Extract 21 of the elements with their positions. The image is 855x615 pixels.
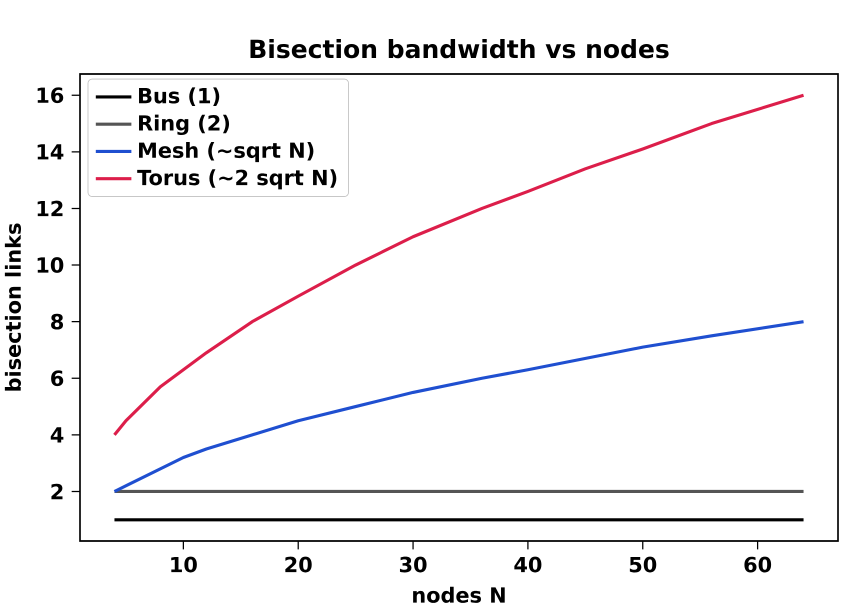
x-tick-label: 60 [744, 556, 772, 572]
legend-label: Ring (2) [139, 114, 230, 136]
y-tick-label: 14 [38, 144, 64, 160]
x-tick-label: 30 [400, 556, 427, 572]
x-tick-label: 40 [514, 556, 542, 572]
y-tick-label: 6 [51, 370, 64, 386]
x-tick-label: 50 [630, 556, 656, 572]
x-tick-label: 20 [285, 556, 312, 572]
y-axis-title: bisection links [4, 224, 22, 391]
legend-label: Bus (1) [139, 87, 220, 106]
y-tick-label: 4 [50, 427, 64, 442]
y-tick-label: 12 [38, 200, 62, 216]
legend-label: Mesh (~sqrt N) [139, 142, 314, 162]
x-axis-title: nodes N [413, 586, 505, 603]
x-tick-label: 10 [171, 556, 197, 572]
y-tick-label: 8 [51, 314, 64, 330]
y-tick-label: 2 [51, 484, 62, 500]
legend-label: Torus (~2 sqrt N) [137, 169, 336, 190]
y-tick-label: 10 [38, 257, 64, 273]
chart-title: Bisection bandwidth vs nodes [250, 38, 669, 58]
y-tick-label: 16 [38, 87, 64, 104]
